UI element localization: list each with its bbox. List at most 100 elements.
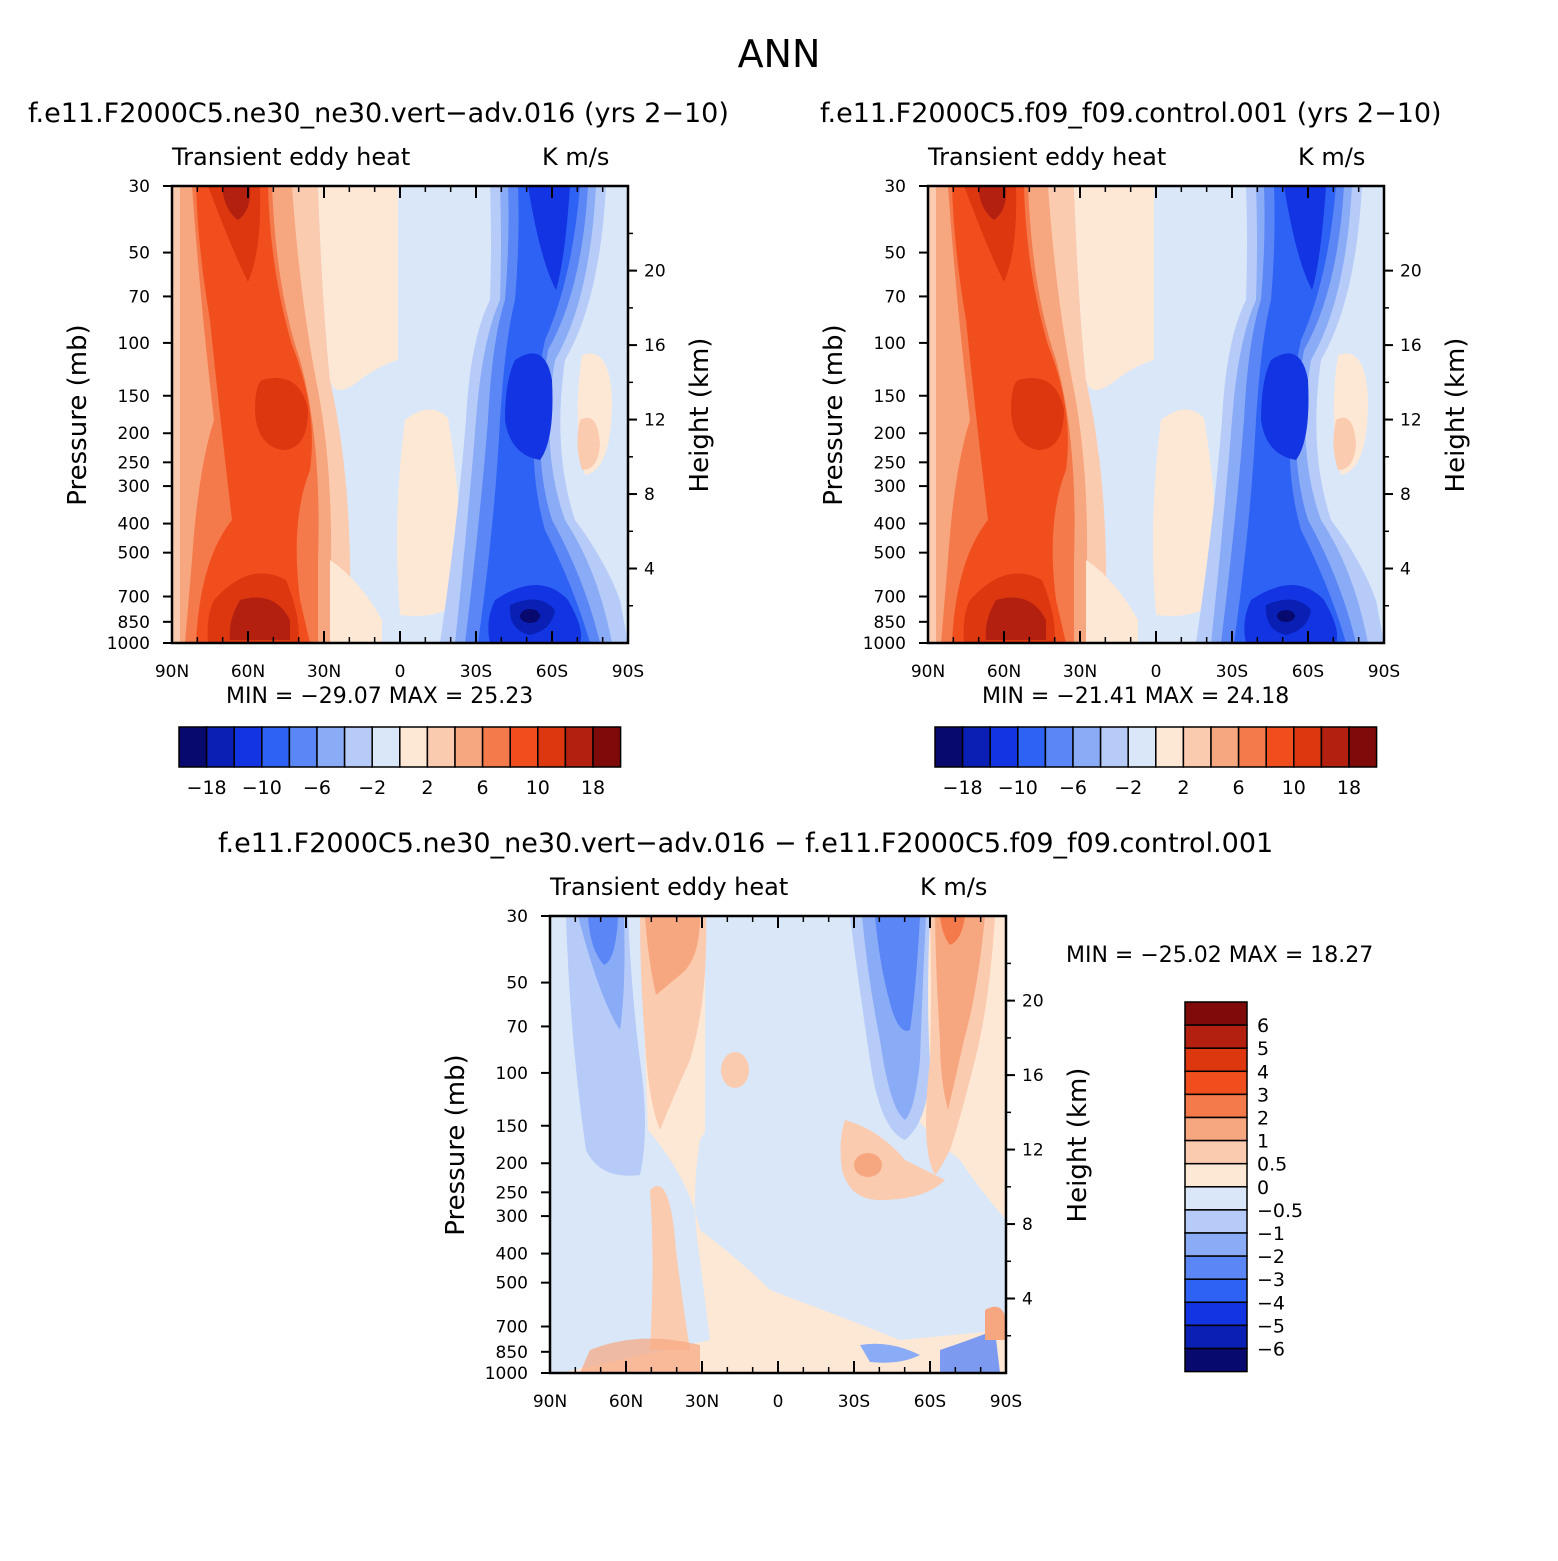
diff-colorbar-cell (1184, 1255, 1248, 1280)
left-colorbar-label: −2 (358, 777, 386, 799)
right-colorbar-label: −18 (943, 777, 983, 799)
right-pressure-tick-label: 100 (874, 334, 906, 354)
left-pressure-tick-label: 150 (118, 387, 150, 407)
left-colorbar-cell (537, 726, 567, 768)
diff-pressure-tick-label: 400 (496, 1245, 528, 1265)
diff-colorbar-label: 6 (1257, 1015, 1269, 1037)
diff-colorbar-cell (1184, 1116, 1248, 1142)
right-variable-label: Transient eddy heat (928, 143, 1167, 171)
diff-colorbar-cell (1184, 1186, 1248, 1211)
diff-height-tick-label: 4 (1022, 1290, 1033, 1310)
diff-colorbar-cell (1184, 1024, 1248, 1049)
diff-height-tick-label: 20 (1022, 992, 1044, 1012)
right-lat-tick-label: 90N (911, 662, 945, 682)
right-colorbar-cell (1099, 726, 1129, 768)
diff-colorbar-label: −1 (1257, 1223, 1285, 1245)
right-contour-field (928, 186, 1384, 643)
left-pressure-tick-label: 250 (118, 453, 150, 473)
left-pressure-tick-label: 50 (128, 244, 150, 264)
left-colorbar-label: 10 (526, 777, 550, 799)
right-lat-tick-label: 30S (1216, 662, 1248, 682)
right-pressure-tick-label: 400 (874, 515, 906, 535)
left-variable-label: Transient eddy heat (172, 143, 411, 171)
right-height-tick-label: 20 (1400, 262, 1422, 282)
right-colorbar-label: −6 (1059, 777, 1087, 799)
diff-colorbar-label: 0 (1257, 1177, 1269, 1199)
left-height-tick-label: 8 (644, 485, 655, 505)
diff-colorbar-cell (1184, 1162, 1248, 1188)
left-colorbar-cell (509, 726, 539, 768)
diff-colorbar-cell (1184, 1093, 1248, 1119)
right-colorbar-label: 6 (1233, 777, 1245, 799)
diff-lat-tick-label: 90N (533, 1392, 567, 1412)
diff-colorbar-label: 1 (1257, 1131, 1269, 1153)
diff-colorbar-label: 5 (1257, 1038, 1269, 1060)
diff-colorbar-label: −5 (1257, 1315, 1285, 1337)
right-colorbar-label: −2 (1114, 777, 1142, 799)
diff-panel-title: f.e11.F2000C5.ne30_ne30.vert−adv.016 − f… (218, 828, 1274, 859)
right-pressure-tick-label: 150 (874, 387, 906, 407)
right-colorbar-cell (989, 726, 1019, 768)
diff-ylabel-pressure: Pressure (mb) (441, 1054, 471, 1236)
right-height-tick-label: 12 (1400, 411, 1422, 431)
left-pressure-tick-label: 100 (118, 334, 150, 354)
diff-colorbar-label: 4 (1257, 1061, 1269, 1083)
left-pressure-tick-label: 500 (118, 544, 150, 564)
left-lat-tick-label: 60N (231, 662, 265, 682)
left-pressure-tick-label: 400 (118, 515, 150, 535)
diff-height-tick-label: 8 (1022, 1215, 1033, 1235)
left-pressure-tick-label: 70 (128, 287, 150, 307)
left-colorbar-label: −10 (242, 777, 282, 799)
right-lat-tick-label: 30N (1063, 662, 1097, 682)
diff-colorbar-cell (1184, 1347, 1248, 1373)
right-min-max: MIN = −21.41 MAX = 24.18 (982, 684, 1290, 709)
diff-lat-tick-label: 60S (914, 1392, 946, 1412)
left-ylabel-height: Height (km) (685, 337, 715, 493)
diff-pressure-tick-label: 500 (496, 1274, 528, 1294)
diff-colorbar-label: −2 (1257, 1246, 1285, 1268)
figure-title: ANN (737, 32, 821, 76)
right-colorbar-label: 2 (1177, 777, 1189, 799)
diff-colorbar-cell (1184, 1070, 1248, 1096)
left-colorbar-cell (316, 726, 346, 768)
right-colorbar-label: 10 (1282, 777, 1306, 799)
left-colorbar-label: −18 (187, 777, 227, 799)
right-ylabel-height: Height (km) (1441, 337, 1471, 493)
right-colorbar-cell (961, 726, 991, 768)
left-colorbar-cell (233, 726, 263, 768)
diff-min-max: MIN = −25.02 MAX = 18.27 (1066, 943, 1374, 968)
right-colorbar-cell (1265, 726, 1295, 768)
diff-lat-tick-label: 90S (990, 1392, 1022, 1412)
right-pressure-tick-label: 200 (874, 424, 906, 444)
left-colorbar-cell (592, 726, 622, 768)
left-units-label: K m/s (542, 143, 610, 171)
left-ylabel-pressure: Pressure (mb) (63, 324, 93, 506)
diff-colorbar-cell (1184, 1301, 1248, 1327)
right-units-label: K m/s (1298, 143, 1366, 171)
diff-pressure-tick-label: 200 (496, 1154, 528, 1174)
right-colorbar-cell (1155, 726, 1185, 768)
left-contour-field (172, 186, 628, 643)
diff-lat-tick-label: 0 (773, 1392, 784, 1412)
left-colorbar-cell (371, 726, 401, 768)
right-lat-tick-label: 60S (1292, 662, 1324, 682)
right-colorbar-cell (934, 726, 964, 768)
right-pressure-tick-label: 30 (884, 177, 906, 197)
right-colorbar-cell (1237, 726, 1267, 768)
diff-pressure-tick-label: 1000 (485, 1364, 528, 1384)
right-pressure-tick-label: 250 (874, 453, 906, 473)
left-lat-tick-label: 0 (395, 662, 406, 682)
right-lat-tick-label: 60N (987, 662, 1021, 682)
diff-pressure-tick-label: 300 (496, 1207, 528, 1227)
diff-pressure-tick-label: 50 (506, 974, 528, 994)
diff-lat-tick-label: 60N (609, 1392, 643, 1412)
diff-colorbar-label: −4 (1257, 1292, 1285, 1314)
right-colorbar-cell (1293, 726, 1323, 768)
right-colorbar-cell (1044, 726, 1074, 768)
right-panel-title: f.e11.F2000C5.f09_f09.control.001 (yrs 2… (820, 98, 1442, 129)
diff-colorbar-label: −0.5 (1257, 1200, 1303, 1222)
right-colorbar-cell (1127, 726, 1157, 768)
left-colorbar-cell (481, 726, 511, 768)
left-lat-tick-label: 30N (307, 662, 341, 682)
